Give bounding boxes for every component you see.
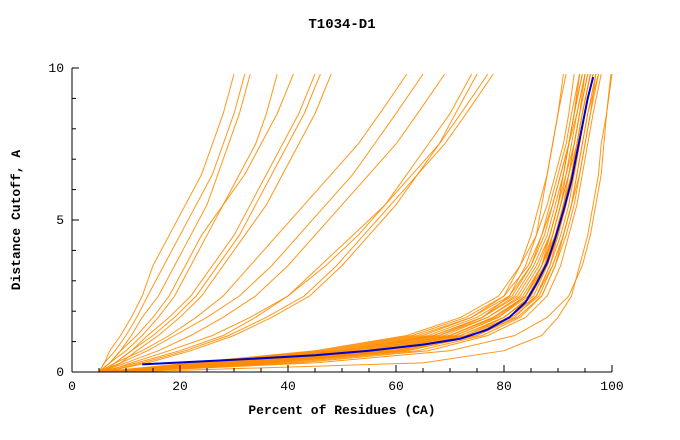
x-tick-label: 100: [600, 379, 623, 394]
model-curve: [109, 73, 594, 373]
model-curve: [104, 73, 591, 373]
x-tick-label: 80: [496, 379, 512, 394]
model-curve: [104, 73, 332, 373]
y-tick-label: 5: [56, 213, 64, 228]
model-curve: [104, 73, 589, 373]
model-curve: [109, 74, 597, 373]
model-curve: [104, 73, 591, 373]
model-curve: [109, 73, 599, 373]
model-curve: [98, 73, 489, 373]
model-curve: [115, 73, 602, 373]
model-curve: [104, 73, 478, 373]
model-curve: [98, 73, 581, 373]
model-curve: [104, 74, 564, 373]
model-curve: [104, 73, 494, 373]
model-curve: [98, 73, 586, 373]
x-tick-label: 40: [280, 379, 296, 394]
model-curve: [98, 73, 589, 373]
model-curve: [104, 73, 594, 373]
model-curve: [98, 73, 408, 373]
model-curve: [98, 73, 424, 373]
x-axis-label: Percent of Residues (CA): [248, 403, 435, 418]
model-curve: [98, 73, 251, 373]
x-tick-label: 0: [68, 379, 76, 394]
model-curve: [98, 73, 583, 373]
model-curve: [104, 73, 586, 373]
y-tick-label: 10: [48, 61, 64, 76]
model-curve: [115, 74, 612, 373]
model-curve: [104, 73, 591, 373]
model-curve: [104, 73, 473, 373]
model-curve: [115, 73, 591, 373]
x-tick-label: 60: [388, 379, 404, 394]
model-curves-group: [98, 73, 613, 373]
x-tick-label: 20: [172, 379, 188, 394]
chart-title: T1034-D1: [308, 17, 375, 33]
model-curve: [125, 74, 613, 373]
y-tick-label: 0: [56, 365, 64, 380]
model-curve: [98, 73, 321, 373]
model-curve: [115, 73, 597, 373]
y-axis-label: Distance Cutoff, A: [9, 150, 24, 291]
model-curve: [98, 73, 294, 373]
best-model-curve: [142, 76, 595, 366]
model-curve: [98, 73, 446, 373]
model-curve: [98, 73, 246, 373]
model-curve: [98, 73, 278, 373]
model-curve: [98, 73, 235, 373]
model-curve: [109, 74, 581, 373]
model-curve: [104, 73, 594, 373]
axes-group: 0 20 40 60 80 100 0 5 10: [48, 61, 623, 394]
model-curve: [98, 74, 575, 373]
model-curve: [109, 73, 599, 373]
